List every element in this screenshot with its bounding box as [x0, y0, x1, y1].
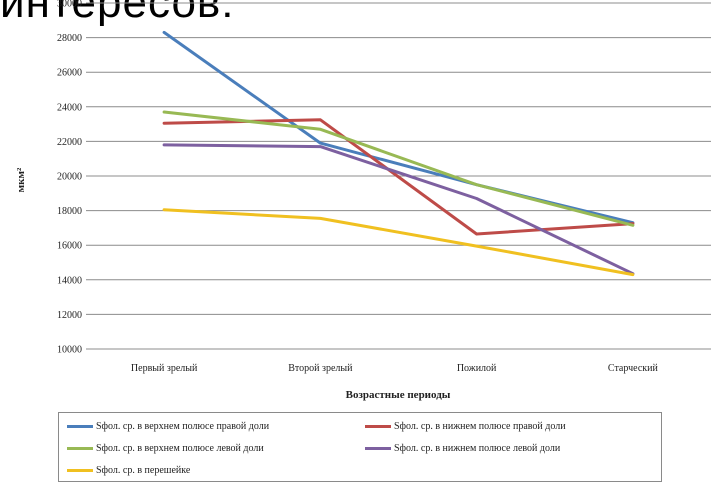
y-tick-label: 22000: [57, 137, 82, 148]
series-line-4: [162, 143, 635, 276]
legend-item: Sфол. ср. в верхнем полюсе левой доли: [67, 443, 264, 454]
x-tick-label: Старческий: [608, 363, 659, 374]
legend-label: Sфол. ср. в нижнем полюсе левой доли: [394, 443, 561, 454]
y-tick-label: 20000: [57, 172, 82, 183]
legend-item: Sфол. ср. в нижнем полюсе правой доли: [365, 421, 566, 432]
x-tick-label: Второй зрелый: [288, 363, 353, 374]
chart-legend: Sфол. ср. в верхнем полюсе правой доли Sф…: [58, 412, 662, 482]
page-title: интересов:: [0, 0, 235, 27]
series-line-1: [162, 30, 635, 225]
x-tick-labels: Первый зрелый Второй зрелый Пожилой Старчес…: [131, 363, 659, 374]
legend-swatch: [67, 469, 93, 472]
x-tick-label: Пожилой: [457, 363, 497, 374]
gridlines: [86, 2, 711, 350]
legend-swatch: [67, 447, 93, 450]
y-tick-label: 10000: [57, 345, 82, 356]
y-tick-label: 30000: [57, 0, 82, 10]
legend-swatch: [67, 425, 93, 428]
legend-label: Sфол. ср. в верхнем полюсе правой доли: [96, 421, 270, 432]
series-line-5: [162, 208, 635, 277]
legend-item: Sфол. ср. в перешейке: [67, 465, 190, 476]
x-axis-title: Возрастные периоды: [346, 389, 451, 401]
legend-swatch: [365, 447, 391, 450]
series-lines: [162, 30, 635, 277]
legend-swatch: [365, 425, 391, 428]
y-tick-label: 26000: [57, 68, 82, 79]
line-chart: 10000 12000 14000 16000 18000 20000 22000 24000…: [15, 0, 711, 401]
legend-item: Sфол. ср. в нижнем полюсе левой доли: [365, 443, 560, 454]
y-tick-label: 24000: [57, 102, 82, 113]
legend-item: Sфол. ср. в верхнем полюсе правой доли: [67, 421, 269, 432]
y-tick-label: 12000: [57, 310, 82, 321]
series-line-3: [162, 110, 635, 227]
y-tick-labels: 10000 12000 14000 16000 18000 20000 22000 24000…: [57, 0, 82, 356]
legend-label: Sфол. ср. в перешейке: [96, 465, 191, 476]
y-tick-label: 14000: [57, 275, 82, 286]
legend-label: Sфол. ср. в нижнем полюсе правой доли: [394, 421, 566, 432]
legend-label: Sфол. ср. в верхнем полюсе левой доли: [96, 443, 264, 454]
y-axis-title: мкм²: [15, 167, 27, 192]
y-tick-label: 28000: [57, 33, 82, 44]
y-tick-label: 18000: [57, 206, 82, 217]
y-tick-label: 16000: [57, 241, 82, 252]
x-tick-label: Первый зрелый: [131, 363, 198, 374]
series-line-2: [162, 118, 635, 236]
